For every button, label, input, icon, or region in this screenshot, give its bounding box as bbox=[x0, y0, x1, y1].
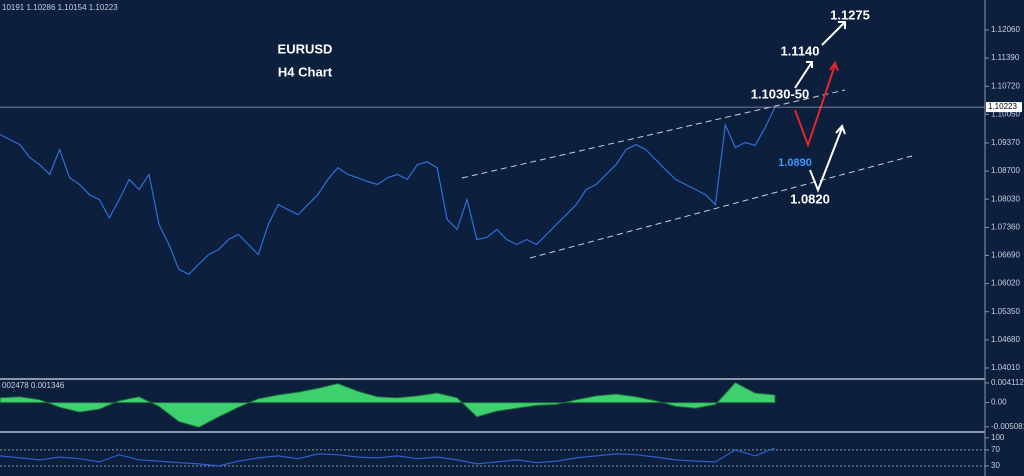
y-tick-label: 1.10050 bbox=[991, 109, 1020, 118]
y-tick-label: -0.005081 bbox=[991, 422, 1024, 431]
histogram-area bbox=[0, 381, 776, 428]
arrow bbox=[809, 124, 846, 193]
arrow bbox=[821, 21, 846, 46]
y-tick-label: 1.08030 bbox=[991, 194, 1020, 203]
y-tick-label: 0.00 bbox=[991, 398, 1007, 407]
annotation: EURUSD bbox=[278, 41, 333, 56]
last-price-label: 1.10223 bbox=[988, 102, 1017, 111]
header-quote: 10191 1.10286 1.10154 1.10223 bbox=[2, 3, 118, 12]
channel-upper bbox=[461, 89, 846, 179]
annotation: 1.1275 bbox=[830, 7, 870, 22]
y-tick-label: 1.04680 bbox=[991, 335, 1020, 344]
y-tick-label: 1.06690 bbox=[991, 251, 1020, 260]
y-tick-label: 30 bbox=[991, 461, 1000, 470]
channel-lower bbox=[529, 155, 913, 259]
y-tick-label: 1.04010 bbox=[991, 363, 1020, 372]
y-tick-label: 1.09370 bbox=[991, 138, 1020, 147]
annotation: 1.0890 bbox=[778, 157, 812, 169]
annotation: 1.1140 bbox=[780, 43, 819, 58]
arrow bbox=[794, 61, 813, 89]
channel bbox=[461, 89, 913, 259]
price-line bbox=[0, 106, 776, 276]
indicator-label: 002478 0.001346 bbox=[2, 381, 65, 390]
y-tick-label: 1.06020 bbox=[991, 279, 1020, 288]
annotation: H4 Chart bbox=[278, 64, 333, 79]
y-tick-label: 1.12060 bbox=[991, 25, 1020, 34]
y-tick-label: 1.08700 bbox=[991, 166, 1020, 175]
y-tick-label: 1.10720 bbox=[991, 81, 1020, 90]
annotation: 1.0820 bbox=[790, 191, 830, 206]
last-price-box bbox=[986, 102, 1022, 113]
y-tick-label: 70 bbox=[991, 445, 1000, 454]
price-line bbox=[0, 447, 776, 467]
y-tick-label: 1.07360 bbox=[991, 222, 1020, 231]
y-tick-label: 1.11390 bbox=[991, 53, 1020, 62]
y-tick-label: 1.05350 bbox=[991, 307, 1020, 316]
annotation: 1.1030-50 bbox=[751, 86, 810, 101]
arrow bbox=[794, 60, 839, 148]
arrows bbox=[794, 21, 846, 193]
y-tick-label: 0.004112 bbox=[991, 378, 1024, 387]
y-tick-label: 100 bbox=[991, 433, 1005, 442]
